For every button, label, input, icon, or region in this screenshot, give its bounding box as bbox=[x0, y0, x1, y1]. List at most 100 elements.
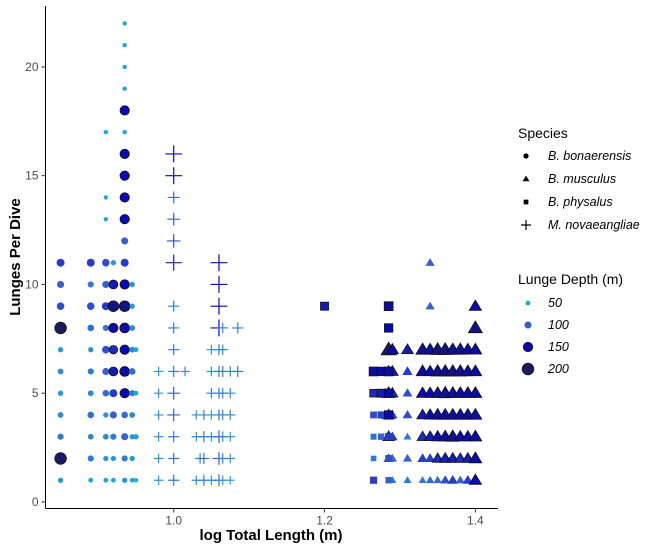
data-point bbox=[54, 321, 67, 335]
data-point bbox=[383, 366, 394, 377]
data-point bbox=[122, 21, 127, 26]
data-point bbox=[129, 346, 136, 353]
data-point bbox=[385, 455, 393, 462]
data-point bbox=[108, 366, 119, 377]
data-point bbox=[129, 434, 135, 440]
data-point bbox=[440, 475, 451, 484]
data-point bbox=[384, 323, 394, 333]
data-point bbox=[122, 477, 128, 483]
data-point bbox=[102, 367, 110, 376]
data-point bbox=[467, 320, 484, 334]
data-point bbox=[403, 476, 412, 483]
data-point bbox=[384, 410, 394, 420]
data-point bbox=[417, 453, 428, 462]
data-point bbox=[56, 302, 65, 310]
legend: Species B. bonaerensis B. musculus B. phys… bbox=[518, 125, 640, 376]
data-point bbox=[168, 344, 180, 356]
data-point bbox=[468, 299, 483, 311]
data-point bbox=[103, 216, 109, 222]
data-point bbox=[133, 478, 139, 483]
data-point bbox=[57, 347, 64, 353]
data-point bbox=[217, 344, 228, 355]
data-point bbox=[402, 453, 413, 462]
data-point bbox=[168, 300, 180, 312]
data-point bbox=[122, 64, 127, 70]
data-point bbox=[468, 386, 483, 398]
data-point bbox=[102, 345, 110, 354]
data-point bbox=[447, 475, 458, 484]
data-point bbox=[425, 475, 435, 484]
data-point bbox=[119, 322, 130, 334]
data-point bbox=[118, 300, 131, 312]
y-tick-label: 15 bbox=[25, 169, 39, 183]
data-point bbox=[167, 386, 181, 400]
legend-species-items: B. bonaerensis B. musculus B. physalus M. n… bbox=[520, 149, 640, 232]
legend-item-depth: 100 bbox=[524, 318, 569, 332]
data-point bbox=[165, 254, 182, 271]
data-point bbox=[57, 433, 64, 440]
data-point bbox=[433, 475, 442, 484]
data-point bbox=[168, 452, 180, 465]
data-point bbox=[468, 407, 483, 420]
data-point bbox=[133, 434, 139, 440]
data-point bbox=[102, 324, 109, 332]
data-point bbox=[377, 411, 385, 419]
data-point bbox=[129, 455, 135, 462]
data-point bbox=[180, 366, 190, 377]
data-point bbox=[119, 170, 130, 181]
data-point bbox=[210, 297, 228, 315]
data-point bbox=[119, 344, 130, 355]
data-point bbox=[232, 322, 244, 334]
data-point bbox=[103, 477, 109, 483]
y-tick-label: 20 bbox=[25, 60, 39, 74]
legend-key-depth bbox=[522, 341, 534, 353]
data-point bbox=[385, 477, 392, 484]
data-point bbox=[168, 474, 180, 486]
legend-title-species: Species bbox=[518, 125, 568, 141]
data-point bbox=[57, 477, 64, 483]
data-point bbox=[121, 237, 129, 245]
data-point bbox=[87, 433, 94, 440]
legend-key-depth bbox=[524, 321, 532, 329]
data-point bbox=[120, 258, 129, 267]
data-point bbox=[108, 279, 119, 290]
data-point bbox=[88, 477, 94, 483]
data-point bbox=[119, 279, 130, 290]
data-point bbox=[384, 388, 394, 398]
data-point bbox=[129, 477, 135, 483]
data-point bbox=[153, 388, 164, 398]
legend-label-depth: 50 bbox=[548, 296, 562, 310]
data-point bbox=[153, 475, 164, 485]
legend-label-depth: 150 bbox=[548, 340, 569, 354]
data-point bbox=[424, 453, 436, 462]
data-marks bbox=[54, 21, 484, 487]
data-point bbox=[129, 325, 136, 331]
data-point bbox=[468, 342, 483, 355]
data-point bbox=[167, 212, 181, 226]
legend-key-species bbox=[523, 199, 529, 205]
data-point bbox=[369, 476, 378, 484]
data-point bbox=[385, 433, 393, 441]
data-point bbox=[122, 42, 127, 48]
y-axis-title: Lunges Per Dive bbox=[7, 198, 24, 316]
y-tick-label: 0 bbox=[32, 495, 39, 509]
data-point bbox=[57, 390, 64, 396]
data-point bbox=[128, 368, 136, 375]
data-point bbox=[103, 455, 109, 462]
legend-depth-items: 50 100 150 200 bbox=[521, 296, 569, 376]
legend-item-species: M. novaeangliae bbox=[520, 218, 640, 232]
data-point bbox=[153, 431, 164, 442]
legend-key-depth bbox=[525, 300, 531, 306]
data-point bbox=[153, 453, 164, 464]
data-point bbox=[166, 234, 181, 248]
data-point bbox=[87, 281, 94, 288]
x-tick-label: 1.2 bbox=[316, 514, 333, 528]
data-point bbox=[370, 411, 377, 419]
data-point bbox=[119, 192, 130, 203]
data-point bbox=[54, 452, 67, 465]
data-point bbox=[122, 86, 127, 91]
data-point bbox=[87, 324, 95, 332]
data-point bbox=[57, 280, 65, 288]
data-point bbox=[57, 412, 64, 418]
